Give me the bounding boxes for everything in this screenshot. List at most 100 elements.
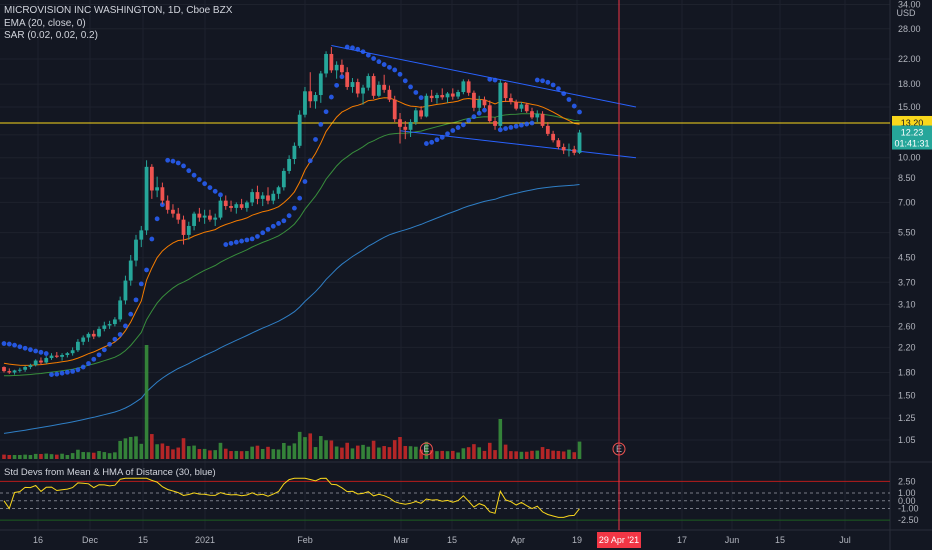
sar-dot xyxy=(28,347,33,353)
candle-body xyxy=(234,204,239,208)
candle-body xyxy=(81,337,86,342)
sar-dot xyxy=(365,52,371,58)
sar-dot xyxy=(255,234,260,239)
volume-bar xyxy=(60,453,64,459)
level-price-tag-text: 13.20 xyxy=(901,118,924,128)
candle-body xyxy=(165,200,170,210)
sar-dot xyxy=(33,348,39,354)
sar-dot xyxy=(186,168,192,174)
candle-body xyxy=(340,64,344,73)
volume-bar xyxy=(466,447,471,459)
sar-dot xyxy=(392,67,398,73)
volume-bar xyxy=(408,446,413,459)
price-axis-tick: 22.00 xyxy=(898,54,921,64)
candle-body xyxy=(186,225,191,235)
indicator-axis-tick: 1.00 xyxy=(898,488,916,498)
sar-dot xyxy=(455,125,461,130)
volume-bar xyxy=(414,446,418,459)
volume-bar xyxy=(429,450,434,459)
candle-body xyxy=(49,355,54,359)
candle-body xyxy=(413,110,418,123)
sar-dot xyxy=(80,364,86,370)
candle-body xyxy=(466,81,471,93)
candle-body xyxy=(65,353,70,355)
sar-dot xyxy=(323,109,329,115)
sar-dot xyxy=(529,120,535,126)
volume-bar xyxy=(519,451,524,459)
candle-body xyxy=(561,146,566,151)
indicator-axis-tick: -1.00 xyxy=(898,504,919,514)
candle-body xyxy=(577,132,582,153)
earnings-marker-label: E xyxy=(423,444,429,454)
volume-bar xyxy=(392,440,397,459)
candle-body xyxy=(218,200,223,218)
time-axis-label: 15 xyxy=(775,535,785,545)
volume-bar xyxy=(435,451,439,459)
candle-body xyxy=(435,95,439,99)
volume-bar xyxy=(524,451,529,459)
volume-bar xyxy=(572,452,577,459)
candle-body xyxy=(355,82,360,94)
volume-bar xyxy=(361,444,365,459)
sar-dot xyxy=(339,74,345,80)
sar-dot xyxy=(91,356,97,362)
volume-bar xyxy=(91,452,96,459)
candle-body xyxy=(572,149,577,153)
volume-bar xyxy=(2,454,6,459)
candle-body xyxy=(376,84,381,96)
candle-body xyxy=(392,99,397,120)
ema-50-line xyxy=(3,113,580,377)
indicator-line xyxy=(3,477,580,518)
volume-bar xyxy=(260,448,265,459)
volume-bar xyxy=(113,452,117,459)
volume-bar xyxy=(324,440,328,459)
price-axis-tick: 1.25 xyxy=(898,413,916,423)
sar-legend[interactable]: SAR (0.02, 0.02, 0.2) xyxy=(4,30,98,41)
sar-dot xyxy=(371,56,376,61)
candle-body xyxy=(213,217,218,220)
candle-body xyxy=(429,95,434,99)
sar-dot xyxy=(70,368,76,374)
volume-bar xyxy=(440,450,445,459)
sar-dot xyxy=(128,311,134,317)
price-axis-tick: 2.60 xyxy=(898,321,916,331)
ema-legend[interactable]: EMA (20, close, 0) xyxy=(4,18,86,29)
volume-bar xyxy=(350,448,355,459)
sar-dot xyxy=(260,230,266,236)
candles xyxy=(2,47,582,375)
sar-dot xyxy=(550,82,556,88)
volume-bar xyxy=(39,453,43,459)
volume-bar xyxy=(561,451,566,459)
candle-body xyxy=(366,76,371,88)
sar-dot xyxy=(249,236,255,242)
price-axis-tick: 1.05 xyxy=(898,435,916,445)
sar-dot xyxy=(355,46,361,52)
volume-bar xyxy=(107,453,112,459)
sar-dot xyxy=(497,127,503,133)
indicator-legend[interactable]: Std Devs from Mean & HMA of Distance (30… xyxy=(4,467,216,478)
sar-dot xyxy=(445,131,450,137)
candle-body xyxy=(445,93,450,98)
candle-body xyxy=(134,239,138,261)
volume-bar xyxy=(297,431,302,459)
volume-bar xyxy=(567,449,571,459)
volume-bar xyxy=(213,450,217,459)
sar-dot xyxy=(534,77,540,83)
candle-body xyxy=(128,260,133,281)
candle-body xyxy=(223,200,228,207)
candle-body xyxy=(387,89,392,100)
candle-body xyxy=(456,92,460,97)
candle-body xyxy=(424,95,429,117)
sar-dot xyxy=(566,97,572,102)
sar-dot xyxy=(487,76,493,82)
symbol-title[interactable]: MICROVISION INC WASHINGTON, 1D, Cboe BZX xyxy=(4,5,233,16)
sar-dot xyxy=(75,367,81,373)
sar-dot xyxy=(276,221,281,226)
sar-dot xyxy=(292,205,297,211)
indicator-axis-tick: 2.50 xyxy=(898,476,916,486)
volume-bar xyxy=(49,454,54,459)
sar-dot xyxy=(22,345,28,351)
time-axis-label: 15 xyxy=(138,535,148,545)
